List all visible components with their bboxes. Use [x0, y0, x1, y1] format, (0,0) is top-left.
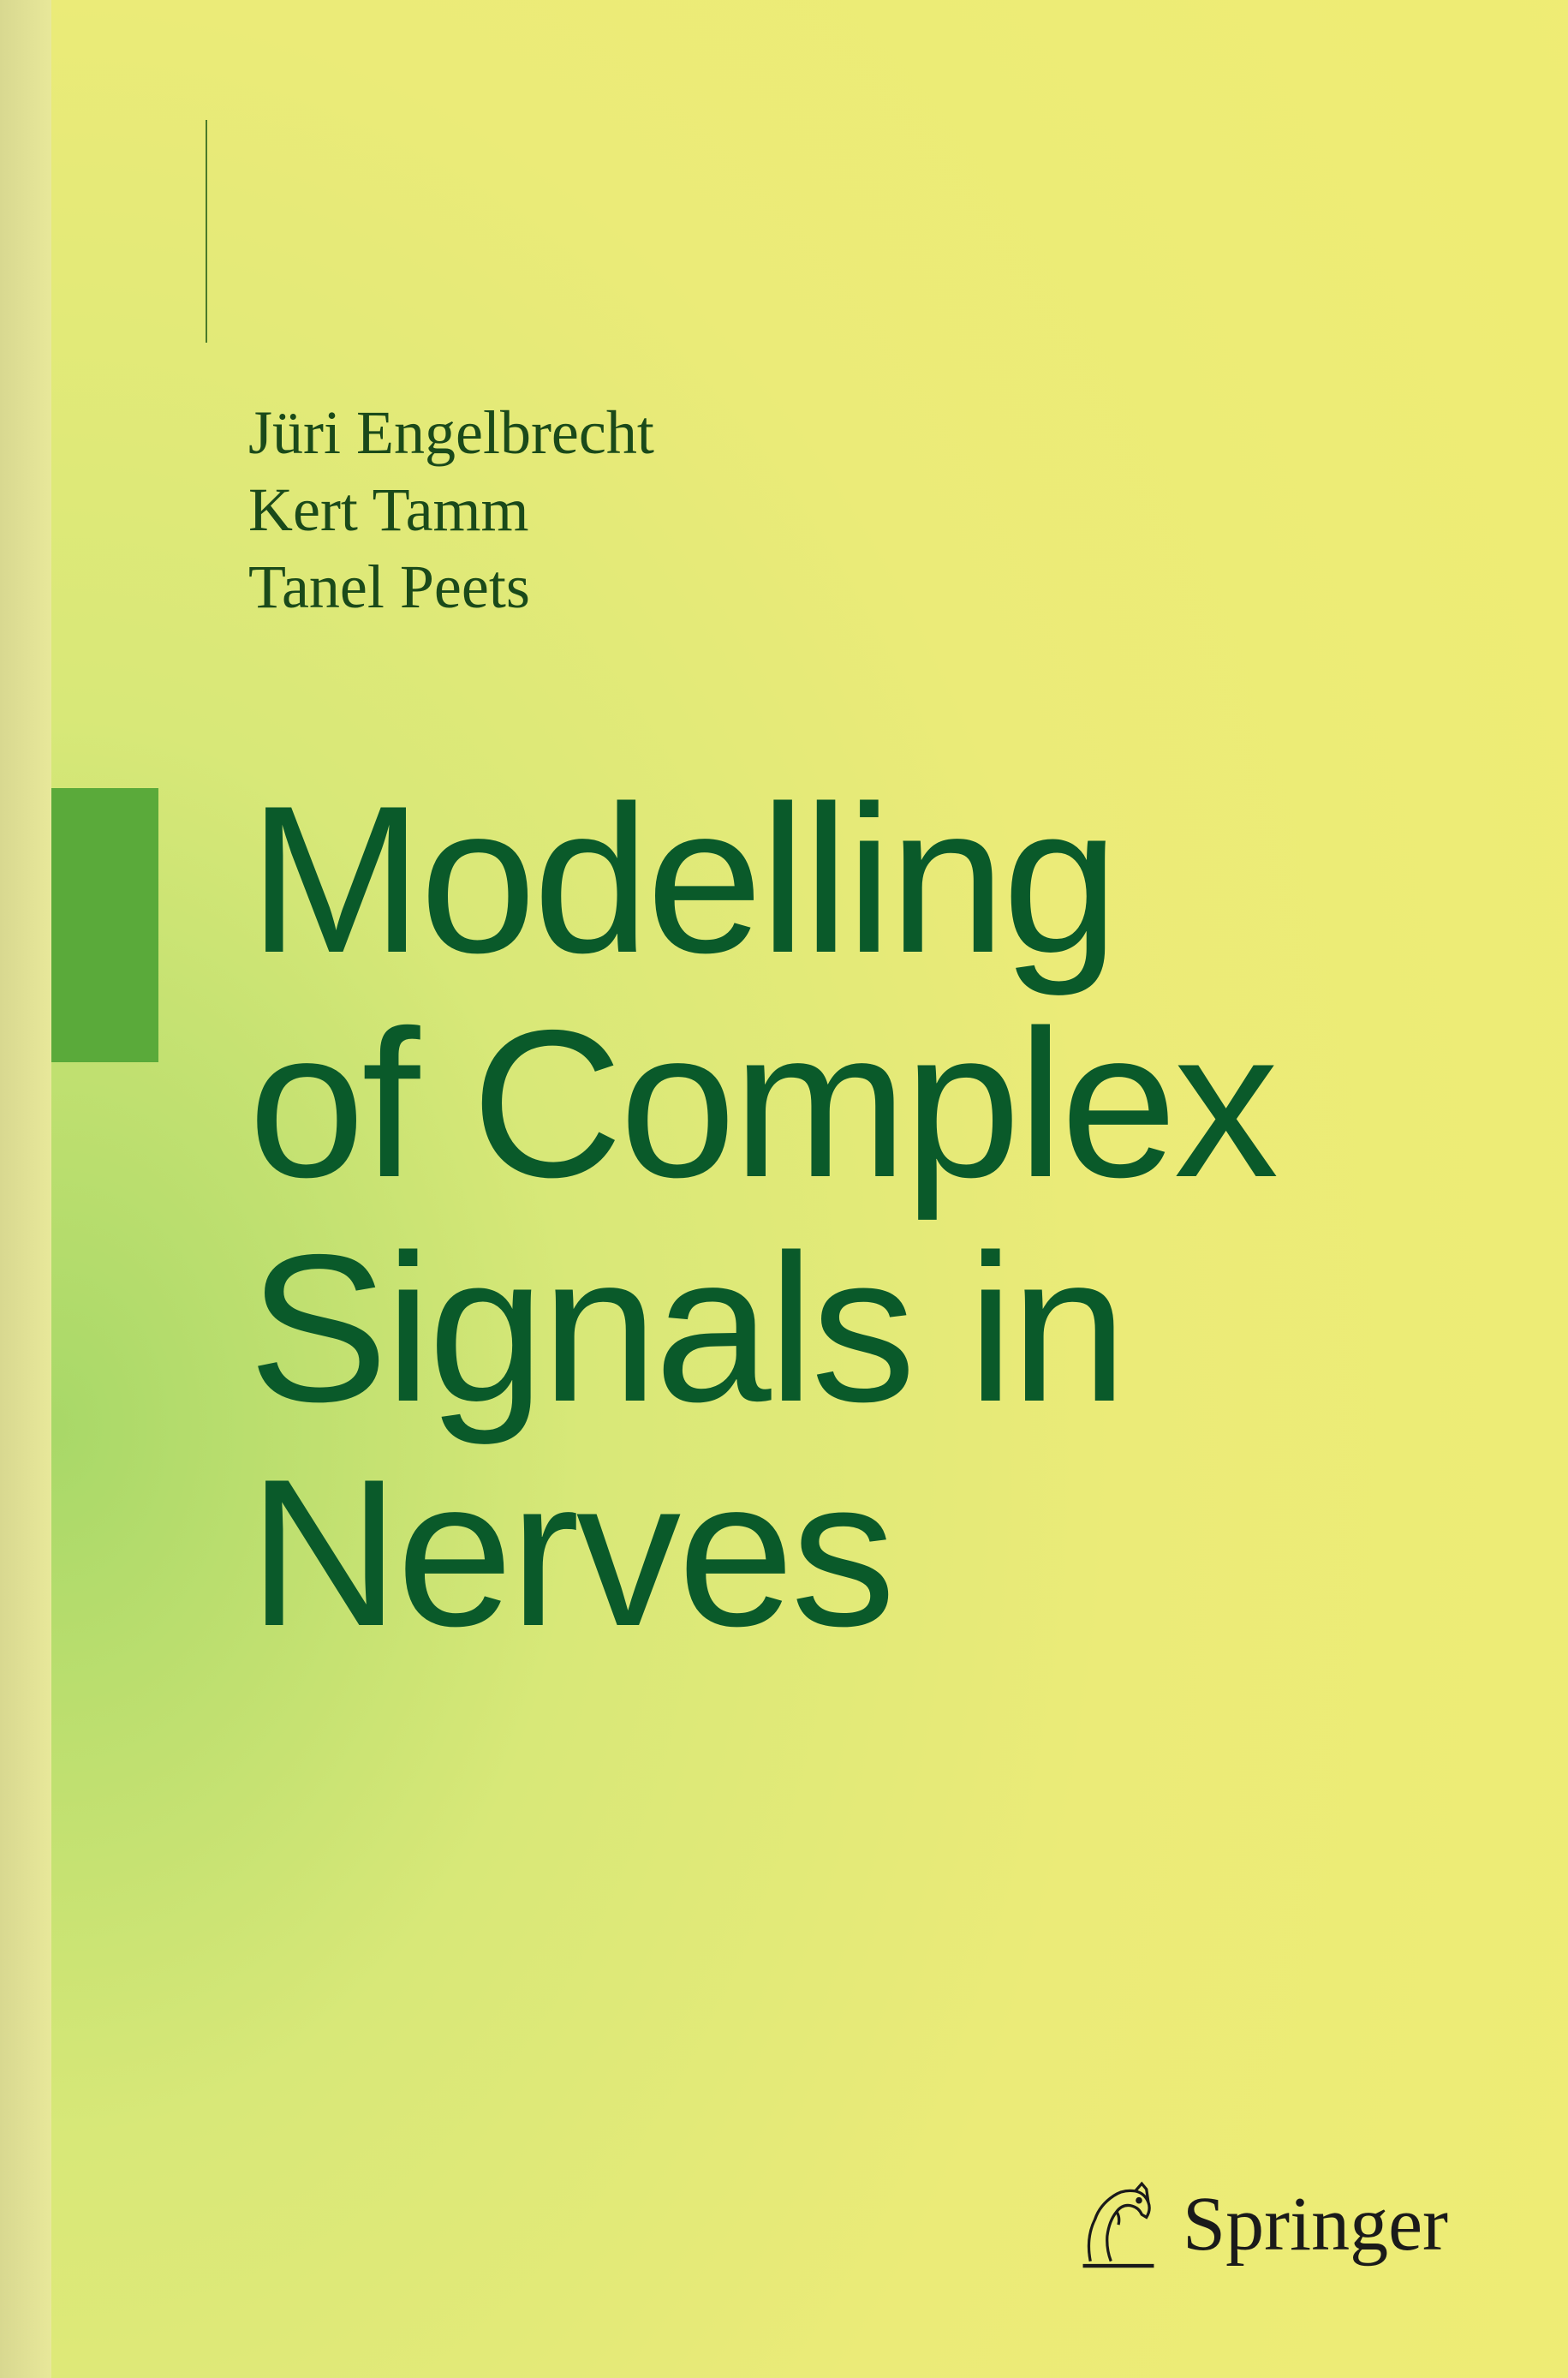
- title-line: Modelling: [248, 767, 1275, 991]
- publisher-block: Springer: [1071, 2172, 1448, 2275]
- title-line: Signals in: [248, 1216, 1275, 1440]
- top-vertical-rule: [206, 120, 207, 343]
- publisher-name: Springer: [1183, 2180, 1448, 2268]
- author-name: Kert Tamm: [248, 471, 654, 548]
- author-list: Jüri Engelbrecht Kert Tamm Tanel Peets: [248, 394, 654, 625]
- title-line: of Complex: [248, 991, 1275, 1216]
- author-name: Jüri Engelbrecht: [248, 394, 654, 471]
- title-line: Nerves: [248, 1440, 1275, 1664]
- author-name: Tanel Peets: [248, 548, 654, 625]
- book-cover: Jüri Engelbrecht Kert Tamm Tanel Peets M…: [51, 0, 1568, 2378]
- springer-horse-icon: [1071, 2172, 1166, 2275]
- accent-tab: [51, 788, 158, 1062]
- book-title: Modelling of Complex Signals in Nerves: [248, 767, 1275, 1665]
- book-spine: [0, 0, 51, 2378]
